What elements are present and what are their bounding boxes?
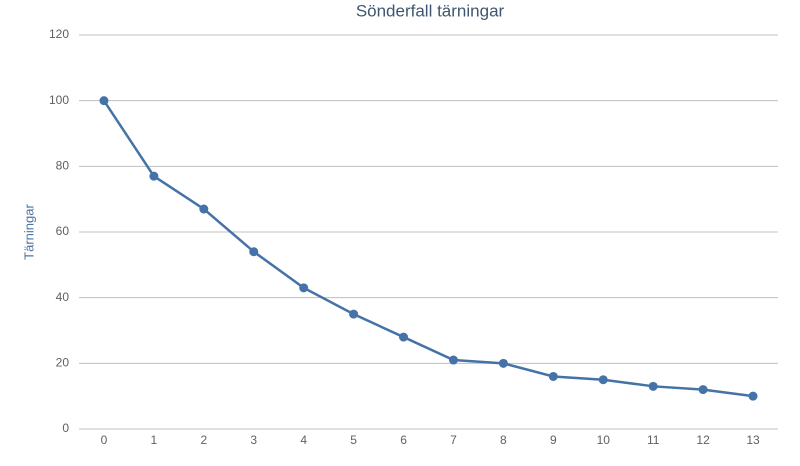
x-tick-label: 11 bbox=[647, 433, 660, 447]
y-tick-label: 0 bbox=[62, 421, 69, 435]
data-point bbox=[498, 358, 508, 368]
x-tick-label: 13 bbox=[746, 433, 760, 447]
data-point bbox=[149, 171, 159, 181]
data-point bbox=[448, 355, 458, 365]
chart-title: Sönderfall tärningar bbox=[356, 1, 505, 20]
data-point bbox=[748, 391, 758, 401]
data-point bbox=[399, 332, 409, 342]
data-point bbox=[199, 204, 209, 214]
data-point bbox=[349, 309, 359, 319]
y-tick-label: 120 bbox=[49, 27, 69, 41]
x-tick-label: 10 bbox=[597, 433, 611, 447]
data-point bbox=[598, 375, 608, 385]
data-point bbox=[299, 283, 309, 293]
data-point bbox=[249, 247, 259, 257]
series-line bbox=[102, 99, 754, 398]
x-tick-label: 1 bbox=[151, 433, 158, 447]
y-tick-label: 40 bbox=[56, 290, 70, 304]
x-tick-label: 3 bbox=[250, 433, 257, 447]
x-tick-label: 4 bbox=[300, 433, 307, 447]
x-tick-label: 9 bbox=[550, 433, 557, 447]
data-point bbox=[99, 96, 109, 106]
x-tick-label: 7 bbox=[450, 433, 457, 447]
y-tick-label: 60 bbox=[56, 224, 70, 238]
data-point bbox=[698, 385, 708, 395]
y-tick-label: 80 bbox=[56, 159, 70, 173]
y-tick-label: 100 bbox=[49, 93, 69, 107]
x-tick-label: 6 bbox=[400, 433, 407, 447]
data-point bbox=[548, 371, 558, 381]
data-point bbox=[648, 381, 658, 391]
y-axis-label: Tärningar bbox=[21, 204, 36, 260]
x-tick-label: 12 bbox=[696, 433, 710, 447]
x-tick-label: 8 bbox=[500, 433, 507, 447]
x-tick-label: 0 bbox=[101, 433, 108, 447]
x-tick-label: 2 bbox=[200, 433, 207, 447]
x-tick-label: 5 bbox=[350, 433, 357, 447]
y-tick-label: 20 bbox=[56, 356, 70, 370]
